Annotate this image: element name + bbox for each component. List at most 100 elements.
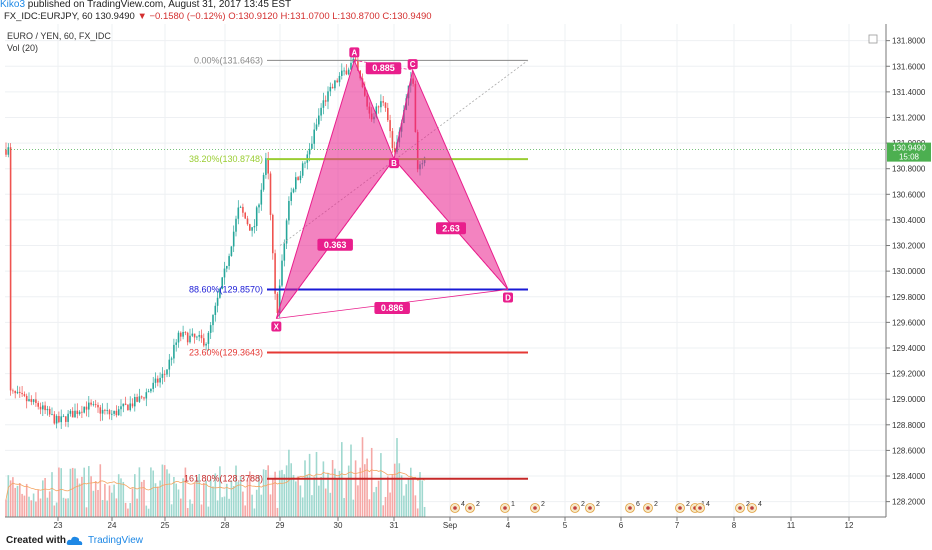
candle-body (350, 62, 352, 70)
candle-body (106, 410, 108, 411)
volume-bar (136, 498, 138, 517)
volume-bar (329, 492, 332, 517)
candle-body (90, 402, 92, 405)
y-tick-label: 130.4000 (892, 216, 926, 225)
volume-bar (48, 491, 51, 517)
candle-body (272, 214, 274, 254)
volume-bar (14, 487, 16, 517)
candle-body (246, 218, 249, 225)
candle-body (21, 392, 23, 395)
volume-bar (60, 468, 62, 517)
volume-bar (168, 473, 171, 517)
volume-bar (297, 476, 299, 517)
ratio-badge[interactable] (365, 62, 402, 75)
candle-body (255, 207, 258, 227)
pattern-point-badge[interactable] (389, 158, 399, 169)
event-count: 4 (706, 501, 710, 508)
volume-bar (235, 465, 237, 517)
event-count: 2 (596, 501, 600, 508)
candle-body (301, 163, 304, 176)
pattern-point-badge[interactable] (271, 321, 282, 332)
candle-body (136, 396, 138, 402)
candle-body (387, 107, 389, 121)
volume-bar (154, 483, 157, 517)
candle-body (19, 391, 21, 393)
candle-body (97, 404, 99, 408)
volume-bar (299, 485, 302, 517)
pattern-point-badge[interactable] (407, 59, 418, 70)
author-link[interactable]: Kiko3 (0, 0, 26, 10)
event-count: 2 (541, 501, 545, 508)
candle-body (32, 399, 35, 402)
pattern-point-badge[interactable] (503, 292, 513, 303)
event-flag-dot (678, 506, 682, 510)
volume-bar (306, 474, 309, 517)
y-tick-label: 128.8000 (892, 421, 926, 430)
chart-canvas[interactable]: 0.00%(131.6463) 38.20%(130.8748) 88.60%(12… (0, 0, 932, 531)
volume-bar (51, 472, 53, 517)
candle-body (200, 335, 203, 339)
candle-body (147, 391, 150, 393)
pattern-point-label: B (391, 159, 397, 168)
fib-label: 161.80%(128.3788) (184, 474, 263, 484)
candle-body (299, 175, 302, 181)
xab-triangle[interactable] (275, 58, 395, 319)
candle-body (324, 100, 327, 102)
volume-bar (269, 494, 272, 517)
volume-bar (272, 479, 274, 517)
volume-bar (124, 502, 127, 517)
harmonic-pattern[interactable]: X A B C D 0.885 0.363 2.63 0.886 (271, 47, 513, 332)
candle-body (85, 406, 88, 410)
volume-bar (292, 474, 295, 517)
candle-body (124, 403, 127, 405)
candle-body (111, 413, 113, 415)
y-tick-label: 131.6000 (892, 62, 926, 71)
candle-body (12, 390, 14, 392)
volume-bar (407, 478, 410, 517)
volume-bar (405, 484, 407, 517)
volume-bar (150, 467, 152, 517)
pattern-point-label: X (274, 323, 280, 332)
candle-body (5, 149, 7, 155)
candle-body (152, 382, 154, 389)
fibonacci-levels[interactable]: 0.00%(131.6463) 38.20%(130.8748) 88.60%(12… (184, 55, 529, 484)
volume-bar (65, 498, 67, 517)
ratio-badge[interactable] (436, 222, 466, 235)
tradingview-link[interactable]: TradingView (88, 535, 144, 546)
volume-bar (170, 504, 173, 517)
candle-body (357, 59, 359, 71)
volume-bar (373, 492, 375, 517)
ratio-badge[interactable] (374, 301, 410, 314)
fib-label: 38.20%(130.8748) (189, 154, 263, 164)
volume-bar (357, 485, 359, 517)
volume-bar (180, 498, 182, 517)
volume-bar (28, 496, 30, 517)
candle-body (115, 410, 118, 416)
candle-body (159, 377, 161, 383)
y-tick-label: 128.4000 (892, 472, 926, 481)
settings-icon[interactable] (868, 34, 878, 44)
volume-bar (253, 508, 256, 517)
candle-body (99, 407, 102, 414)
event-count: 6 (636, 501, 640, 508)
volume-bar (384, 496, 387, 517)
volume-bar (113, 484, 115, 517)
price-tag-time: 15:08 (899, 153, 920, 162)
candle-body (336, 80, 338, 83)
x-tick-label: 8 (732, 521, 737, 530)
candle-body (35, 399, 37, 403)
candle-body (30, 399, 33, 402)
event-flag-dot (750, 506, 754, 510)
candles (5, 51, 426, 429)
candle-body (235, 218, 237, 232)
ratio-label: 0.363 (324, 240, 347, 250)
volume-bar (318, 485, 320, 517)
pattern-point-badge[interactable] (349, 47, 360, 58)
y-tick-label: 130.8000 (892, 165, 926, 174)
volume-bar (216, 500, 219, 517)
volume-bar (311, 495, 313, 517)
ratio-badge[interactable] (317, 238, 353, 251)
candle-body (117, 409, 120, 416)
pattern-point-label: A (351, 48, 357, 57)
candle-body (311, 143, 313, 149)
